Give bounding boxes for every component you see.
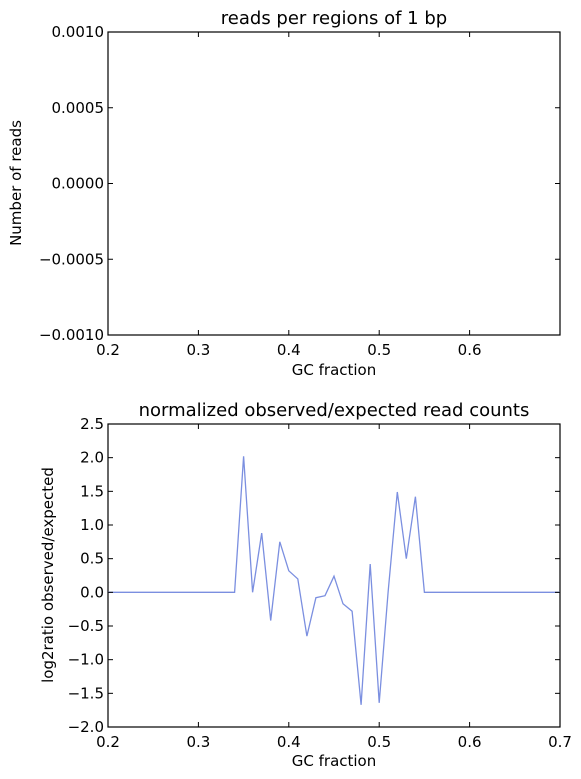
- y-tick-label: 0.0005: [52, 99, 105, 117]
- y-tick-label: −0.5: [68, 617, 104, 635]
- y-tick-label: 0.5: [80, 550, 104, 568]
- y-tick-label: 1.0: [80, 516, 104, 534]
- x-tick-label: 0.6: [458, 341, 482, 359]
- y-tick-label: 0.0010: [52, 23, 105, 41]
- chart2-y-axis: 2.5 2.0 1.5 1.0 0.5 0.0 −0.5 −1.0 −1.5 −2.0: [68, 415, 560, 736]
- x-tick-label: 0.2: [96, 733, 120, 751]
- chart1-y-axis: 0.0010 0.0005 0.0000 −0.0005 −0.0010: [39, 23, 560, 344]
- x-tick-label: 0.6: [458, 733, 482, 751]
- y-tick-label: 0.0000: [52, 175, 105, 193]
- x-tick-label: 0.4: [277, 341, 301, 359]
- chart2-title: normalized observed/expected read counts: [139, 400, 530, 421]
- x-tick-label: 0.5: [367, 341, 391, 359]
- y-tick-label: 1.5: [80, 482, 104, 500]
- y-tick-label: −1.0: [68, 651, 104, 669]
- chart1-x-label: GC fraction: [292, 361, 377, 379]
- x-tick-label: 0.5: [367, 733, 391, 751]
- chart2-x-axis: 0.2 0.3 0.4 0.5 0.6 0.7: [96, 424, 572, 751]
- chart1-plot-area: [107, 31, 561, 336]
- x-tick-label: 0.3: [186, 341, 210, 359]
- y-tick-label: −0.0010: [39, 326, 104, 344]
- x-tick-label: 0.7: [548, 733, 572, 751]
- x-tick-label: 0.3: [186, 733, 210, 751]
- y-tick-label: −1.5: [68, 684, 104, 702]
- chart1-x-axis: 0.2 0.3 0.4 0.5 0.6: [96, 32, 482, 359]
- chart2-series-group: [108, 456, 560, 705]
- y-tick-label: 2.0: [80, 449, 104, 467]
- y-tick-label: −2.0: [68, 718, 104, 736]
- chart2-y-label: log2ratio observed/expected: [39, 467, 57, 683]
- y-tick-label: −0.0005: [39, 250, 104, 268]
- chart2-x-label: GC fraction: [292, 752, 377, 770]
- chart1-y-label: Number of reads: [7, 120, 25, 246]
- x-tick-label: 0.2: [96, 341, 120, 359]
- series-line: [108, 456, 560, 705]
- x-tick-label: 0.4: [277, 733, 301, 751]
- chart-normalized-read-counts: normalized observed/expected read counts…: [39, 400, 572, 770]
- chart-reads-per-region: reads per regions of 1 bp 0.2 0.3 0.4 0.5 0.…: [7, 8, 561, 379]
- chart2-plot-area: [107, 423, 561, 728]
- y-tick-label: 2.5: [80, 415, 104, 433]
- chart1-title: reads per regions of 1 bp: [221, 8, 447, 29]
- y-tick-label: 0.0: [80, 583, 104, 601]
